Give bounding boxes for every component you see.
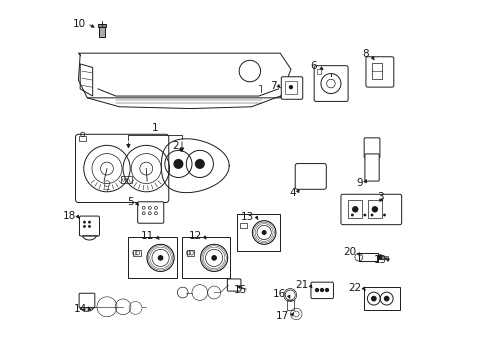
- Bar: [371, 63, 381, 79]
- Text: 3: 3: [376, 192, 383, 202]
- Text: 21: 21: [294, 280, 307, 290]
- FancyBboxPatch shape: [364, 138, 379, 158]
- Bar: [237, 214, 280, 251]
- Text: 22: 22: [348, 283, 361, 293]
- Bar: [286, 300, 293, 310]
- FancyBboxPatch shape: [80, 216, 99, 236]
- Bar: [99, 26, 104, 37]
- Text: 13: 13: [241, 212, 254, 222]
- Bar: [358, 253, 378, 261]
- Circle shape: [363, 213, 366, 216]
- Bar: [128, 237, 176, 278]
- Text: 6: 6: [310, 62, 316, 71]
- Text: 5: 5: [127, 197, 134, 207]
- Bar: [121, 176, 132, 183]
- FancyBboxPatch shape: [365, 57, 393, 87]
- Circle shape: [370, 296, 376, 301]
- FancyBboxPatch shape: [340, 194, 401, 225]
- Circle shape: [371, 206, 377, 212]
- Circle shape: [324, 288, 328, 292]
- Text: 16: 16: [272, 289, 285, 299]
- Text: 7: 7: [269, 81, 276, 91]
- Circle shape: [382, 213, 385, 216]
- Text: 1: 1: [152, 123, 158, 133]
- Text: 10: 10: [72, 18, 85, 28]
- Bar: [316, 68, 320, 74]
- Circle shape: [288, 85, 292, 89]
- Bar: [182, 237, 230, 278]
- Circle shape: [83, 221, 86, 224]
- Bar: [240, 223, 246, 228]
- Circle shape: [370, 213, 373, 216]
- Bar: [80, 136, 86, 141]
- Bar: [364, 287, 399, 310]
- Text: 2: 2: [171, 141, 178, 151]
- Circle shape: [383, 296, 389, 301]
- Circle shape: [88, 221, 91, 224]
- Circle shape: [350, 213, 353, 216]
- Circle shape: [211, 255, 217, 261]
- Text: 4: 4: [288, 188, 295, 198]
- Circle shape: [351, 206, 358, 212]
- Circle shape: [83, 225, 86, 228]
- Circle shape: [261, 230, 266, 235]
- Text: 8: 8: [362, 49, 368, 59]
- Text: 11: 11: [141, 231, 154, 242]
- Bar: [367, 200, 381, 218]
- FancyBboxPatch shape: [313, 66, 347, 102]
- FancyBboxPatch shape: [364, 154, 378, 181]
- Text: 19: 19: [373, 255, 386, 265]
- FancyBboxPatch shape: [227, 279, 241, 291]
- FancyBboxPatch shape: [295, 163, 325, 189]
- Text: 17: 17: [275, 311, 288, 321]
- Circle shape: [319, 288, 324, 292]
- Text: 14: 14: [74, 304, 87, 314]
- Circle shape: [194, 159, 204, 169]
- FancyBboxPatch shape: [79, 293, 95, 308]
- Text: 12: 12: [189, 231, 202, 242]
- Bar: [186, 249, 194, 256]
- Text: 15: 15: [234, 285, 247, 295]
- Bar: [98, 23, 106, 27]
- Circle shape: [314, 288, 319, 292]
- Circle shape: [157, 255, 163, 261]
- Bar: [285, 81, 296, 94]
- FancyBboxPatch shape: [75, 134, 168, 203]
- Text: 18: 18: [62, 211, 76, 221]
- FancyBboxPatch shape: [281, 77, 302, 99]
- Bar: [133, 249, 141, 256]
- FancyBboxPatch shape: [310, 282, 333, 298]
- Text: 9: 9: [356, 178, 363, 188]
- Bar: [380, 256, 387, 258]
- Circle shape: [377, 254, 382, 260]
- FancyBboxPatch shape: [138, 202, 163, 223]
- Circle shape: [173, 159, 183, 169]
- Circle shape: [88, 225, 91, 228]
- Bar: [347, 200, 362, 218]
- Text: 20: 20: [342, 247, 355, 257]
